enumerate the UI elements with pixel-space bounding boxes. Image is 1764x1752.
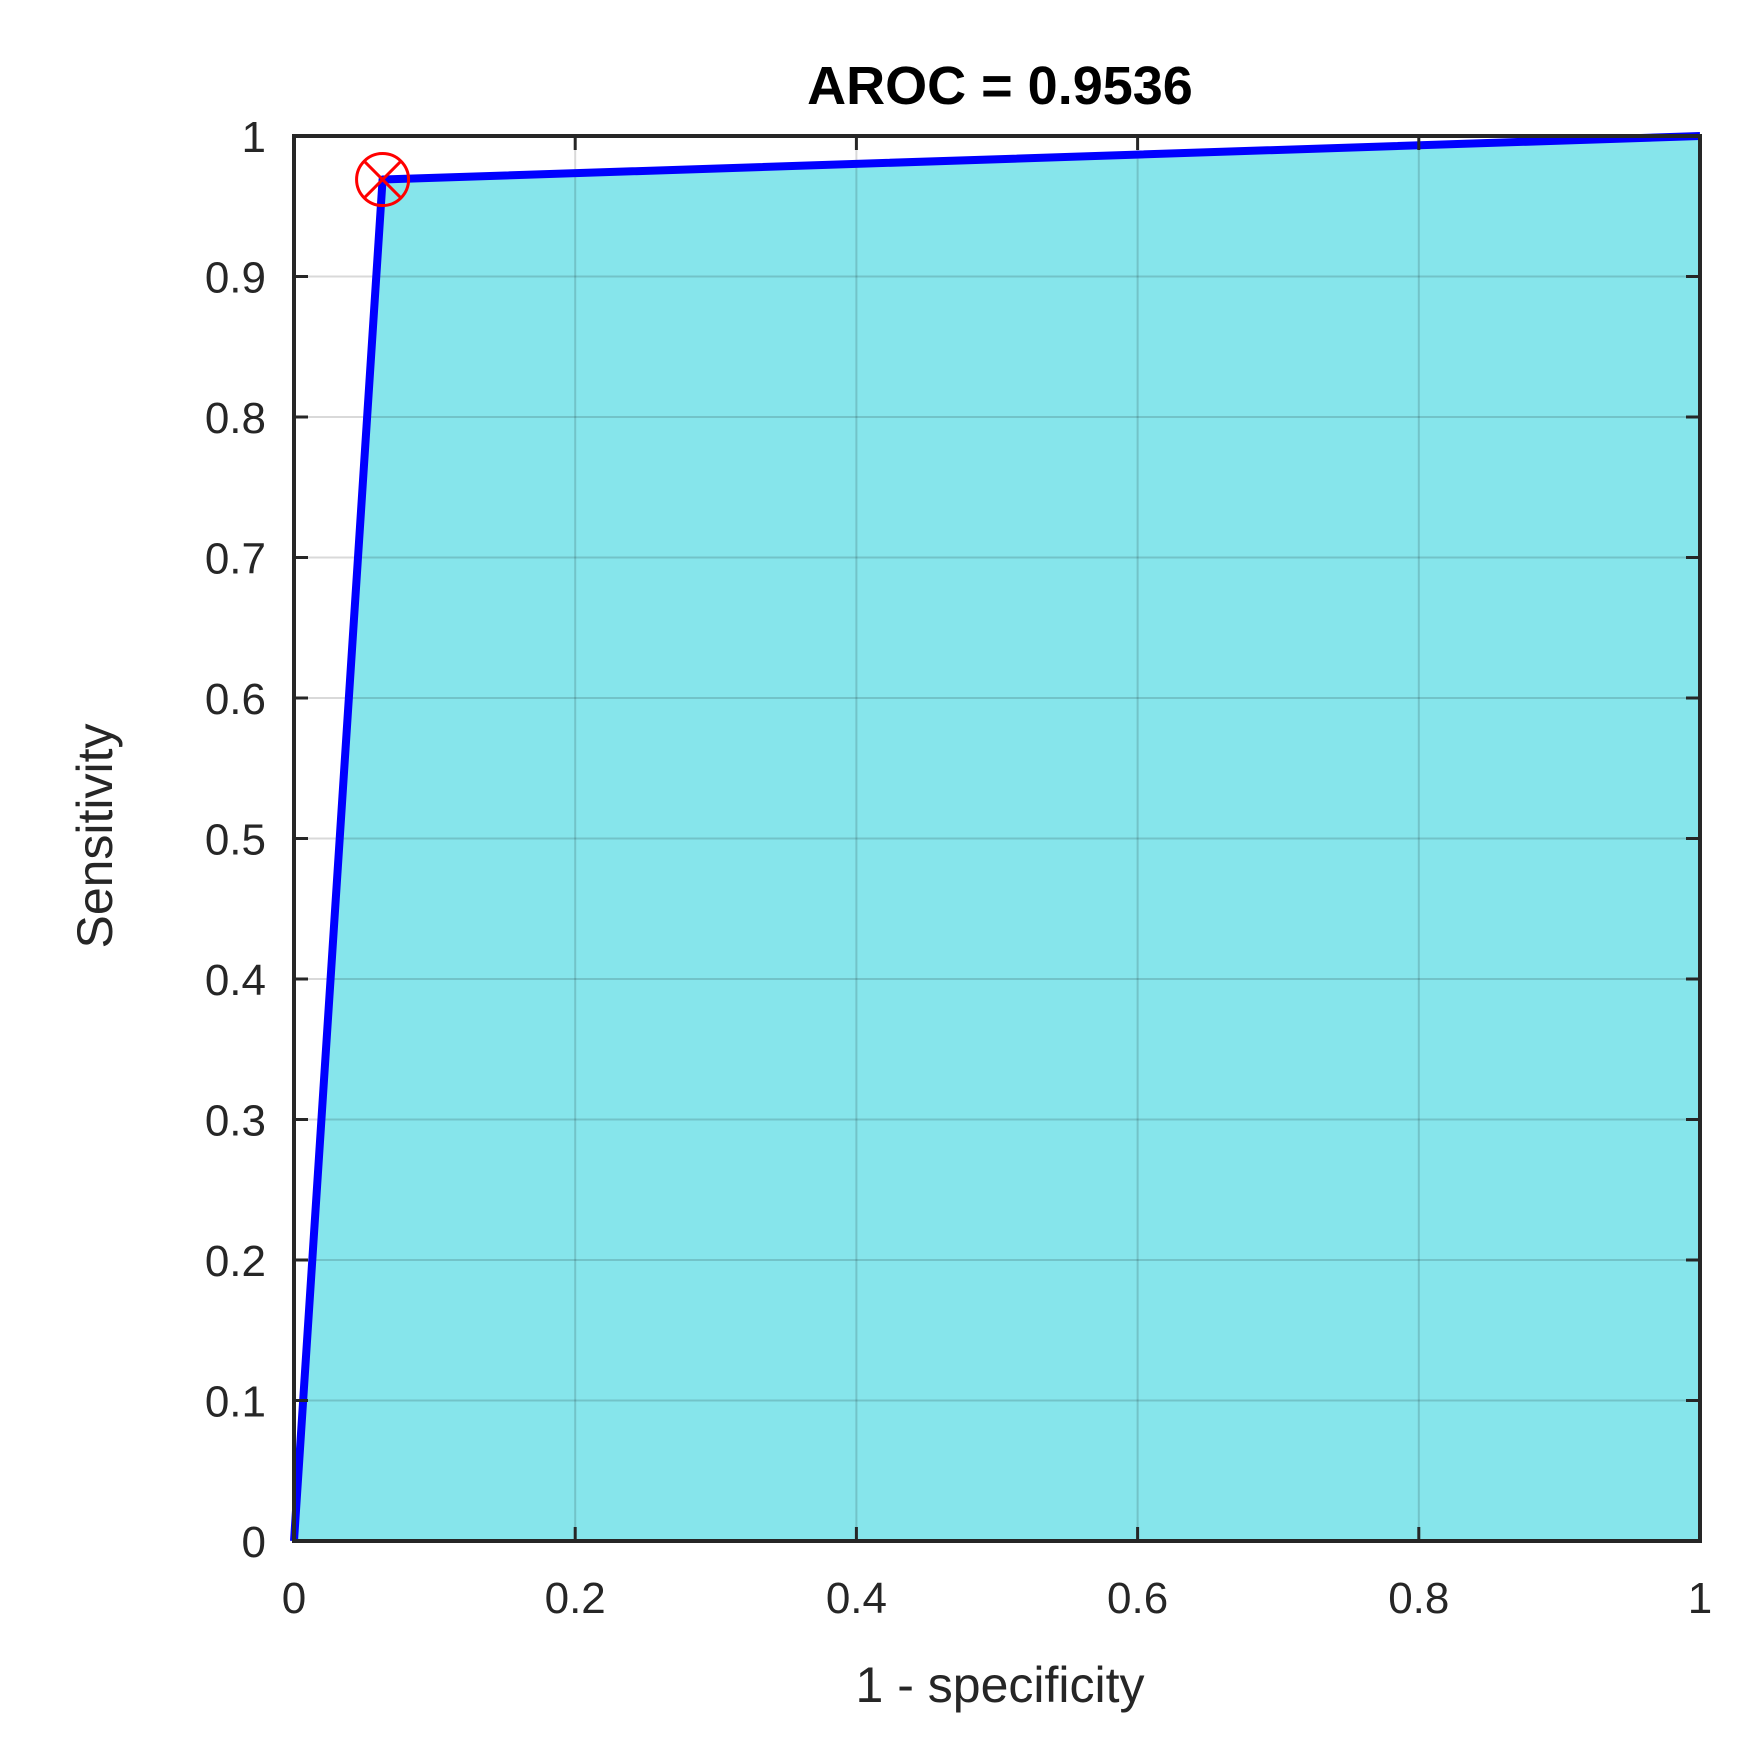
- y-tick-label: 1: [242, 113, 266, 162]
- x-tick-label: 0: [282, 1574, 306, 1623]
- y-tick-label: 0.7: [205, 535, 266, 584]
- y-axis-label: Sensitivity: [67, 723, 123, 948]
- y-tick-label: 0.9: [205, 254, 266, 303]
- x-tick-label: 1: [1688, 1574, 1712, 1623]
- x-tick-label: 0.6: [1107, 1574, 1168, 1623]
- optimal-point-circle: [355, 152, 411, 208]
- x-tick-label: 0.2: [545, 1574, 606, 1623]
- x-tick-label: 0.4: [826, 1574, 887, 1623]
- y-tick-label: 0: [242, 1518, 266, 1567]
- y-tick-label: 0.1: [205, 1378, 266, 1427]
- y-tick-label: 0.4: [205, 956, 266, 1005]
- optimal-point-marker: [355, 152, 411, 208]
- optimal-point-cross: [362, 159, 403, 200]
- y-tick-label: 0.2: [205, 1237, 266, 1286]
- y-tick-label: 0.6: [205, 675, 266, 724]
- y-tick-label: 0.5: [205, 816, 266, 865]
- y-tick-label: 0.8: [205, 394, 266, 443]
- chart-title: AROC = 0.9536: [807, 56, 1193, 116]
- x-tick-label: 0.8: [1388, 1574, 1449, 1623]
- x-axis-label: 1 - specificity: [856, 1657, 1145, 1713]
- y-tick-label: 0.3: [205, 1097, 266, 1146]
- roc-area-fill: [294, 136, 1700, 1541]
